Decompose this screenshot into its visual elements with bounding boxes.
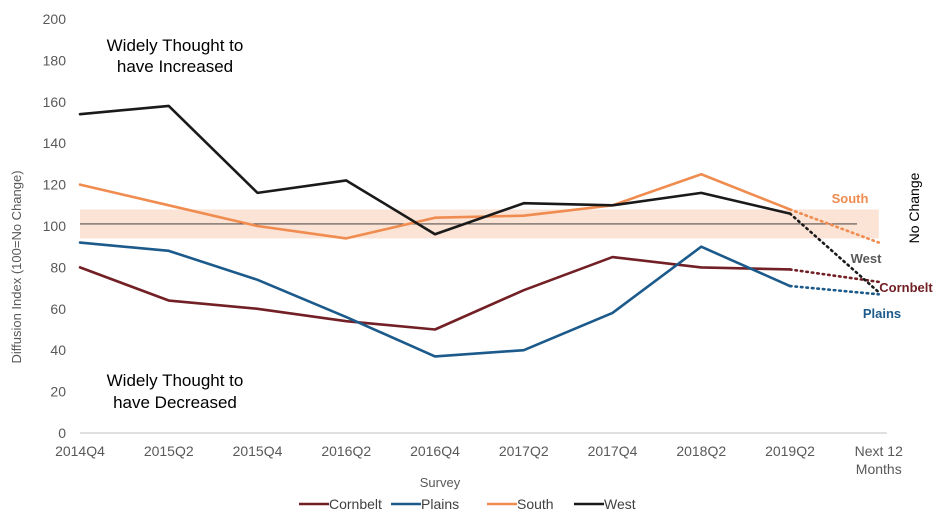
y-tick-label: 0: [58, 425, 66, 441]
y-tick-label: 20: [50, 384, 66, 400]
y-tick-label: 200: [43, 11, 67, 27]
series-layer: [78, 104, 881, 358]
x-tick-label: 2018Q2: [676, 443, 726, 459]
projection-line-plains: [788, 284, 881, 296]
end-label-west: West: [851, 251, 882, 266]
series-line-south: [78, 172, 792, 240]
y-tick-label: 120: [43, 177, 67, 193]
end-label-plains: Plains: [863, 306, 901, 321]
series-line-plains: [78, 241, 792, 358]
y-tick-label: 160: [43, 94, 67, 110]
y-tick-label: 180: [43, 52, 67, 68]
x-tick-label: Next 12: [855, 443, 903, 459]
label-layer: Cornbelt Plains South West: [832, 191, 934, 321]
x-tick-label: 2016Q4: [410, 443, 460, 459]
legend-label-west: West: [604, 496, 636, 512]
end-label-cornbelt: Cornbelt: [879, 280, 933, 295]
projection-line-south: [788, 208, 881, 244]
y-tick-label: 60: [50, 301, 66, 317]
x-tick-label: 2014Q4: [55, 443, 105, 459]
legend-label-cornbelt: Cornbelt: [329, 496, 382, 512]
y-tick-label: 80: [50, 259, 66, 275]
x-axis-title: Survey: [420, 475, 461, 490]
x-tick-label: 2017Q4: [588, 443, 638, 459]
axis-layer: 0 20 40 60 80 100 120 140 160 180 200 2014Q4 2015Q2 2…: [43, 11, 903, 477]
legend-label-south: South: [517, 496, 554, 512]
y-axis-title: Diffusion Index (100=No Change): [9, 170, 24, 363]
projection-line-west: [788, 212, 881, 294]
annotation-increased-line2: have Increased: [117, 57, 233, 76]
annotation-decreased-line1: Widely Thought to: [107, 371, 244, 390]
projection-line-cornbelt: [788, 268, 881, 284]
x-tick-label: 2015Q4: [233, 443, 283, 459]
x-tick-label: 2016Q2: [321, 443, 371, 459]
annotation-increased-line1: Widely Thought to: [107, 36, 244, 55]
x-tick-label: Months: [856, 461, 902, 477]
legend-label-plains: Plains: [421, 496, 459, 512]
end-label-south: South: [832, 191, 869, 206]
no-change-label: No Change: [906, 172, 922, 243]
series-line-cornbelt: [78, 255, 792, 331]
y-tick-label: 100: [43, 218, 67, 234]
series-line-west: [78, 104, 792, 236]
x-tick-label: 2015Q2: [144, 443, 194, 459]
y-tick-label: 40: [50, 342, 66, 358]
annotation-decreased-line2: have Decreased: [113, 393, 237, 412]
x-tick-label: 2019Q2: [765, 443, 815, 459]
legend: Cornbelt Plains South West: [299, 496, 636, 512]
no-change-band-layer: [80, 209, 879, 239]
y-tick-label: 140: [43, 135, 67, 151]
x-tick-label: 2017Q2: [499, 443, 549, 459]
